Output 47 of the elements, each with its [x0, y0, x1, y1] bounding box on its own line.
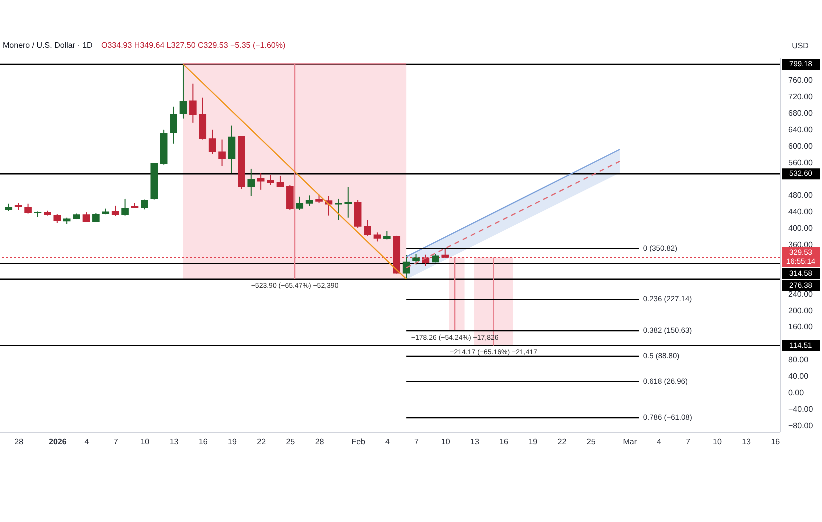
- x-tick-label: 22: [257, 438, 267, 446]
- x-tick-label: 19: [528, 438, 538, 446]
- y-tick-label: 560.00: [788, 158, 814, 168]
- x-tick-label: 28: [14, 438, 24, 446]
- x-tick-label: 7: [114, 438, 119, 446]
- y-tick-label: 600.00: [788, 142, 814, 151]
- y-tick-label: 680.00: [788, 108, 814, 118]
- x-tick-label: 13: [470, 438, 480, 446]
- x-tick-label: 7: [686, 438, 692, 446]
- chart-subtitle: O334.93 H349.64 L327.50 C329.53 −5.35 (−1.60%): [102, 41, 286, 50]
- chart-title: Monero / U.S. Dollar · 1D: [3, 41, 94, 50]
- x-tick-label: 16: [198, 438, 208, 446]
- y-tick-label: 480.00: [788, 191, 814, 200]
- x-tick-label: Feb: [352, 438, 366, 446]
- x-tick-label: 25: [286, 438, 296, 446]
- y-tick-label: 360.00: [788, 240, 814, 250]
- y-tick-label: 640.00: [788, 125, 814, 134]
- y-tick-label: 440.00: [788, 208, 814, 217]
- x-tick-label: 13: [742, 438, 752, 446]
- x-tick-label: 16: [500, 438, 510, 446]
- y-tick-label: 80.00: [788, 356, 810, 365]
- x-tick-label: 16: [771, 438, 781, 446]
- x-tick-label: 10: [140, 438, 150, 446]
- x-tick-label: 7: [414, 438, 420, 446]
- y-tick-label: −40.00: [788, 404, 814, 414]
- y-tick-label: 200.00: [788, 306, 814, 316]
- y-tick-label: −80.00: [788, 421, 814, 430]
- y-tick-label: 760.00: [788, 76, 814, 86]
- y-tick-label: 720.00: [788, 92, 814, 102]
- x-tick-label: 13: [170, 438, 180, 446]
- x-tick-label: 28: [315, 438, 325, 446]
- x-tick-label: 10: [713, 438, 722, 446]
- x-tick-label: Mar: [623, 438, 638, 446]
- y-tick-label: 240.00: [788, 290, 814, 299]
- x-tick-label: 4: [385, 438, 390, 446]
- y-tick-label: 160.00: [788, 322, 814, 332]
- x-tick-label: 4: [657, 438, 662, 446]
- x-tick-label: 19: [228, 438, 238, 446]
- x-tick-label: 2026: [48, 438, 68, 446]
- x-tick-label: 25: [586, 438, 596, 446]
- y-tick-label: 0.00: [788, 388, 805, 398]
- x-tick-label: 4: [84, 438, 90, 446]
- y-tick-label: 400.00: [788, 224, 814, 234]
- x-tick-label: 10: [441, 438, 451, 446]
- x-tick-label: 22: [558, 438, 568, 446]
- y-tick-label: 40.00: [788, 372, 810, 382]
- y-axis-title: USD: [792, 42, 810, 50]
